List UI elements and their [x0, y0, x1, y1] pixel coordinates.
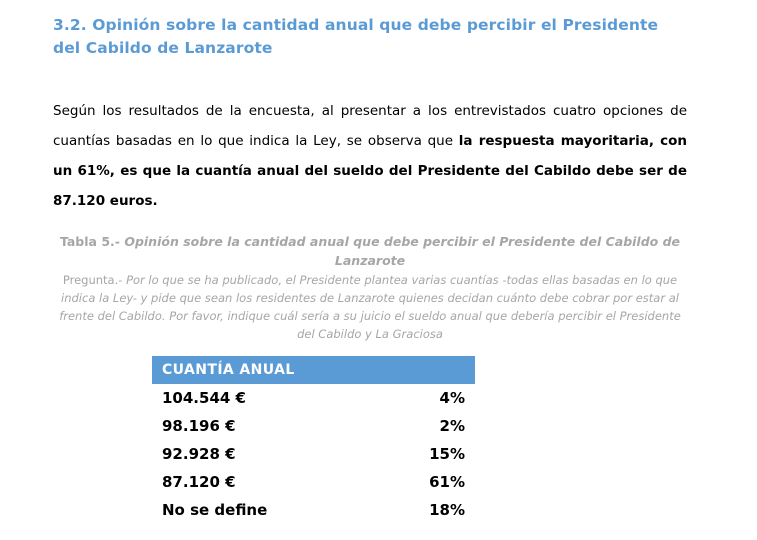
table-row: No se define 18% — [152, 496, 475, 524]
section-heading-text: 3.2. Opinión sobre la cantidad anual que… — [53, 16, 659, 57]
percent-cell: 2% — [439, 417, 465, 435]
question-label: Pregunta.- — [62, 273, 127, 287]
body-paragraph: Según los resultados de la encuesta, al … — [53, 96, 687, 216]
amount-cell: 104.544 € — [162, 389, 246, 407]
percent-cell: 18% — [429, 501, 465, 519]
percent-cell: 15% — [429, 445, 465, 463]
table-header-label: CUANTÍA ANUAL — [162, 362, 295, 378]
question-text: Por lo que se ha publicado, el President… — [59, 273, 681, 341]
amount-cell: 98.196 € — [162, 417, 236, 435]
paragraph-bold-text: la respuesta mayoritaria, con un 61%, es… — [53, 133, 688, 209]
section-heading: 3.2. Opinión sobre la cantidad anual que… — [53, 14, 687, 60]
percent-cell: 61% — [429, 473, 465, 491]
table-caption: Tabla 5.- Opinión sobre la cantidad anua… — [53, 232, 687, 270]
amount-cell: 92.928 € — [162, 445, 236, 463]
content-area: 3.2. Opinión sobre la cantidad anual que… — [53, 14, 687, 343]
amount-cell: No se define — [162, 501, 268, 519]
table-row: 98.196 € 2% — [152, 412, 475, 440]
table-row: 104.544 € 4% — [152, 384, 475, 412]
table-caption-title: Opinión sobre la cantidad anual que debe… — [124, 234, 681, 268]
table-header: CUANTÍA ANUAL — [152, 356, 475, 384]
paragraph-normal-text: Según los resultados de la encuesta, al … — [53, 103, 687, 149]
salary-table: CUANTÍA ANUAL 104.544 € 4% 98.196 € 2% 9… — [152, 356, 475, 524]
amount-cell: 87.120 € — [162, 473, 236, 491]
question-note: Pregunta.- Por lo que se ha publicado, e… — [53, 271, 687, 343]
table-row: 92.928 € 15% — [152, 440, 475, 468]
table-caption-label: Tabla 5.- — [59, 234, 125, 249]
table-row: 87.120 € 61% — [152, 468, 475, 496]
percent-cell: 4% — [439, 389, 465, 407]
